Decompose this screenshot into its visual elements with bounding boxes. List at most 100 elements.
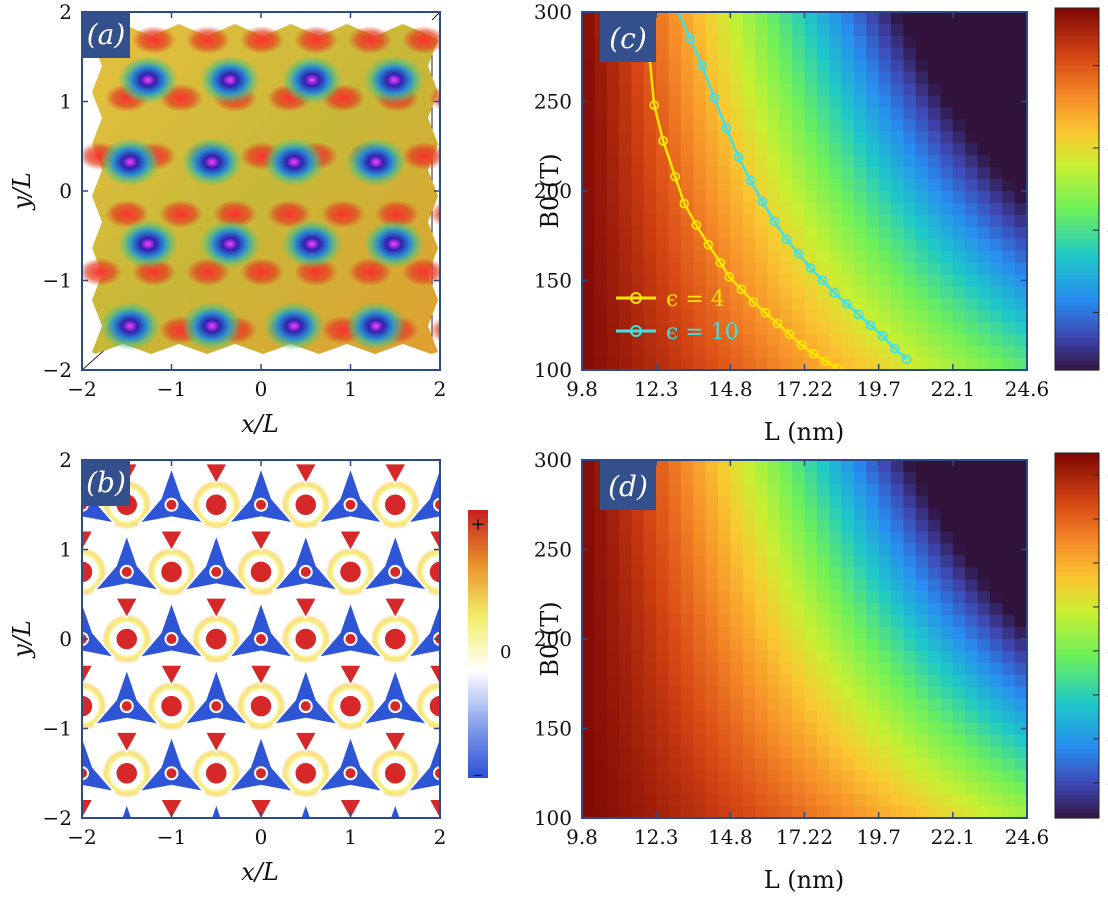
heatmap-cell <box>594 250 608 264</box>
heatmap-cell <box>767 734 781 747</box>
heatmap-cell <box>829 770 843 783</box>
heatmap-cell <box>989 202 1003 216</box>
heatmap-cell <box>668 806 682 819</box>
heatmap-cell <box>606 746 620 759</box>
heatmap-cell <box>878 298 892 311</box>
heatmap-cell <box>804 758 818 771</box>
heatmap-cell <box>816 250 830 264</box>
heatmap-cell <box>606 214 620 228</box>
heatmap-cell <box>952 543 966 557</box>
heatmap-cell <box>853 167 867 180</box>
heatmap-cell <box>594 214 608 228</box>
heatmap-cell <box>643 639 657 652</box>
heatmap-cell <box>841 23 855 37</box>
heatmap-cell <box>928 95 942 109</box>
heatmap-cell <box>989 179 1003 192</box>
heatmap-cell <box>779 35 793 49</box>
heatmap-cell <box>866 782 880 795</box>
heatmap-cell <box>643 650 657 664</box>
heatmap-cell <box>1002 495 1016 509</box>
heatmap-cell <box>965 334 979 347</box>
heatmap-cell <box>804 722 818 736</box>
heatmap-cell <box>977 238 991 252</box>
heatmap-cell <box>989 507 1003 521</box>
heatmap-cell <box>977 686 991 700</box>
heatmap-cell <box>606 686 620 700</box>
heatmap-cell <box>656 155 670 168</box>
heatmap-cell <box>582 107 595 120</box>
heatmap-cell <box>594 806 608 819</box>
y-tick-label: 150 <box>534 269 572 293</box>
heatmap-cell <box>928 167 942 180</box>
heatmap-cell <box>915 35 929 49</box>
heatmap-cell <box>915 519 929 533</box>
heatmap-cell <box>631 214 645 228</box>
heatmap-cell <box>1014 95 1027 109</box>
heatmap-cell <box>1014 531 1028 545</box>
heatmap-cell <box>952 59 966 73</box>
heatmap-cell <box>1002 483 1016 497</box>
heatmap-cell <box>866 698 880 712</box>
heatmap-cell <box>915 358 929 370</box>
heatmap-cell <box>643 202 657 216</box>
heatmap-cell <box>742 722 756 736</box>
negative-lobe <box>316 734 385 793</box>
heatmap-cell <box>742 214 756 228</box>
heatmap-cell <box>866 71 880 85</box>
heatmap-cell <box>816 746 830 759</box>
heatmap-cell <box>606 698 620 712</box>
heatmap-cell <box>619 770 633 783</box>
heatmap-cell <box>816 507 830 521</box>
heatmap-cell <box>656 579 670 592</box>
heatmap-cell <box>804 495 818 509</box>
heatmap-cell <box>755 615 769 628</box>
heatmap-cell <box>779 71 793 85</box>
heatmap-cell <box>977 770 991 783</box>
colorbar-cell <box>1055 35 1099 41</box>
heatmap-cell <box>1002 770 1016 783</box>
x-tick-label: 9.8 <box>566 377 598 401</box>
heatmap-cell <box>643 262 657 276</box>
heatmap-cell <box>1014 698 1028 712</box>
colorbar-cell <box>1055 640 1099 646</box>
positive-spot <box>159 694 184 718</box>
heatmap-cell <box>705 460 719 473</box>
colorbar-cell <box>1055 667 1099 673</box>
heatmap-cell <box>631 806 645 819</box>
heatmap-cell <box>631 627 645 640</box>
x-tick-label: 14.8 <box>708 825 753 849</box>
heatmap-cell <box>742 794 756 807</box>
heatmap-cell <box>878 507 892 521</box>
heatmap-cell <box>866 615 880 628</box>
heatmap-cell <box>582 286 595 299</box>
heatmap-cell <box>853 591 867 604</box>
y-tick-label: −2 <box>43 806 72 830</box>
heatmap-cell <box>742 734 756 747</box>
heatmap-cell <box>804 662 818 676</box>
heatmap-cell <box>965 758 979 771</box>
surface-dip <box>182 302 242 350</box>
heatmap-cell <box>952 591 966 604</box>
heatmap-cell <box>668 579 682 592</box>
colorbar-cell <box>1055 148 1099 154</box>
heatmap-cell <box>1002 686 1016 700</box>
colorbar-cell <box>1055 220 1099 226</box>
heatmap-cell <box>755 179 769 192</box>
colorbar-cell <box>1055 626 1099 632</box>
heatmap-cell <box>582 131 595 144</box>
heatmap-cell <box>977 531 991 545</box>
heatmap-cell <box>606 71 620 85</box>
curve-marker <box>820 356 831 367</box>
heatmap-cell <box>965 47 979 61</box>
heatmap-cell <box>915 95 929 109</box>
panel-d-heatmap <box>582 460 1028 819</box>
heatmap-cell <box>829 119 843 132</box>
heatmap-cell <box>853 710 867 724</box>
heatmap-cell <box>878 191 892 204</box>
heatmap-cell <box>989 214 1003 228</box>
lobe-center-spot <box>209 564 224 579</box>
heatmap-cell <box>582 615 595 628</box>
curve-marker <box>736 284 747 295</box>
heatmap-cell <box>952 495 966 509</box>
colorbar-cell <box>1055 80 1099 86</box>
